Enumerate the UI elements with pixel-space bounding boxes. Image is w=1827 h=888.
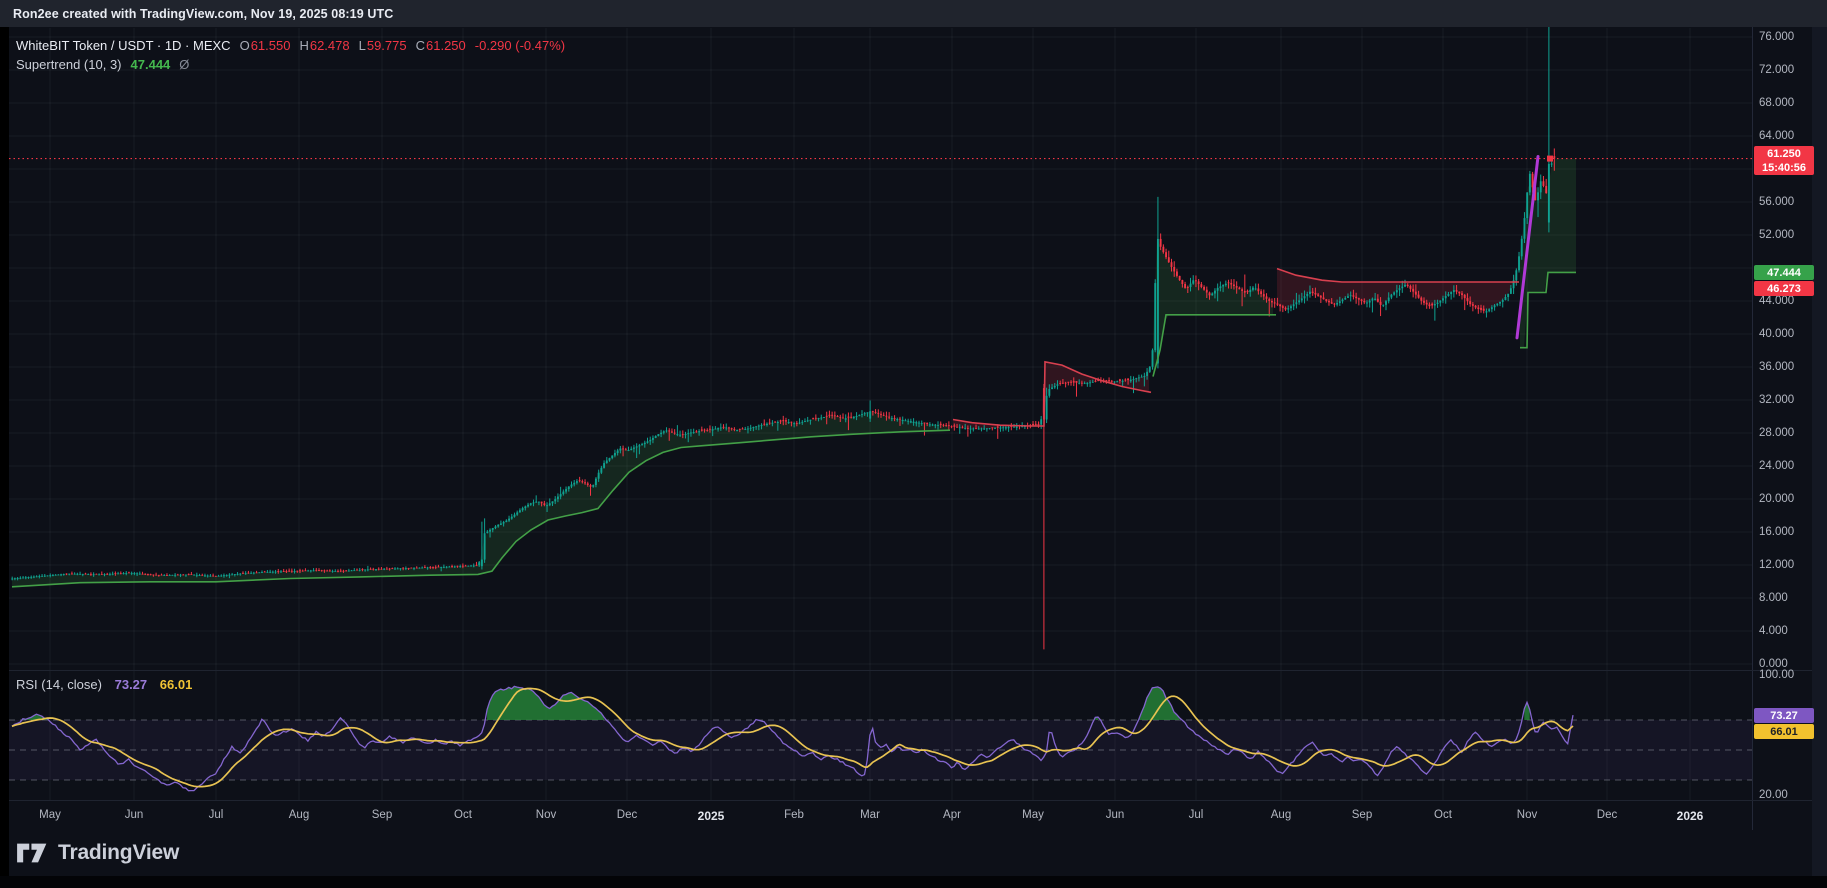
price-axis-label: 12.000 xyxy=(1759,559,1795,571)
symbol-legend[interactable]: WhiteBIT Token / USDT · 1D · MEXC O61.55… xyxy=(16,37,565,73)
line-level-badge: 46.273 xyxy=(1754,281,1814,296)
price-axis-label: 40.000 xyxy=(1759,328,1795,340)
price-axis-label: 68.000 xyxy=(1759,97,1795,109)
ohlc-high: H62.478 xyxy=(299,38,350,53)
time-axis-border xyxy=(9,800,1812,801)
price-axis-label: 44.000 xyxy=(1759,295,1795,307)
time-axis-label: Aug xyxy=(288,809,310,821)
supertrend-value: 47.444 xyxy=(130,57,171,72)
current-price-badge: 61.250 15:40:56 xyxy=(1754,146,1814,175)
time-axis-label: Sep xyxy=(371,809,393,821)
right-edge-strip xyxy=(1812,27,1827,876)
time-axis-label: Mar xyxy=(860,809,880,821)
ohlc-close: C61.250 xyxy=(415,38,466,53)
supertrend-price-badge: 47.444 xyxy=(1754,265,1814,280)
price-axis-label: 24.000 xyxy=(1759,460,1795,472)
time-axis-label: May xyxy=(39,809,61,821)
rsi-name[interactable]: RSI (14, close) xyxy=(16,677,102,692)
rsi-ma-value: 66.01 xyxy=(159,677,193,692)
price-axis-label: 20.000 xyxy=(1759,493,1795,505)
current-price-value: 61.250 xyxy=(1767,147,1801,160)
price-axis-label: 76.000 xyxy=(1759,31,1795,43)
time-axis-label: Apr xyxy=(943,809,961,821)
supertrend-icon[interactable]: Ø xyxy=(179,57,190,72)
time-axis-label: Jun xyxy=(124,809,144,821)
time-axis-label: Nov xyxy=(535,809,557,821)
time-axis-label: 2026 xyxy=(1676,809,1704,823)
price-axis-label: 36.000 xyxy=(1759,361,1795,373)
time-axis-label: Feb xyxy=(784,809,804,821)
rsi-value: 73.27 xyxy=(114,677,148,692)
bar-countdown: 15:40:56 xyxy=(1761,161,1807,174)
time-axis-label: Jul xyxy=(1188,809,1204,821)
price-axis-label: 100.00 xyxy=(1759,669,1795,681)
change-value: -0.290 (-0.47%) xyxy=(474,38,566,53)
tradingview-wordmark: TradingView xyxy=(58,841,180,864)
time-axis-label: Oct xyxy=(454,809,472,821)
price-axis-border xyxy=(1752,27,1753,830)
price-axis-label: 0.000 xyxy=(1759,658,1788,670)
rsi-ma-badge: 66.01 xyxy=(1754,724,1814,739)
symbol-legend-row[interactable]: WhiteBIT Token / USDT · 1D · MEXC O61.55… xyxy=(16,37,565,54)
price-axis-label: 28.000 xyxy=(1759,427,1795,439)
price-axis-label: 20.00 xyxy=(1759,789,1788,801)
attribution-bar: Ron2ee created with TradingView.com, Nov… xyxy=(0,0,1827,27)
symbol-title[interactable]: WhiteBIT Token / USDT · 1D · MEXC xyxy=(16,38,231,53)
time-axis-label: Aug xyxy=(1270,809,1292,821)
price-axis-label: 56.000 xyxy=(1759,196,1795,208)
tradingview-logo[interactable]: TradingView xyxy=(16,841,179,865)
supertrend-name[interactable]: Supertrend (10, 3) xyxy=(16,57,122,72)
supertrend-legend-row[interactable]: Supertrend (10, 3) 47.444 Ø xyxy=(16,56,565,73)
time-axis-label: Jun xyxy=(1105,809,1125,821)
pane-separator[interactable] xyxy=(9,670,1812,671)
price-axis-label: 32.000 xyxy=(1759,394,1795,406)
ohlc-open: O61.550 xyxy=(239,38,291,53)
time-axis-label: Oct xyxy=(1434,809,1452,821)
attribution-text: Ron2ee created with TradingView.com, Nov… xyxy=(13,6,394,21)
tradingview-logo-icon xyxy=(17,843,47,863)
price-axis-label: 72.000 xyxy=(1759,64,1795,76)
rsi-legend-row[interactable]: RSI (14, close) 73.27 66.01 xyxy=(16,677,192,692)
time-axis-label: May xyxy=(1022,809,1044,821)
time-axis-label: Dec xyxy=(1596,809,1618,821)
price-axis-label: 16.000 xyxy=(1759,526,1795,538)
time-axis-label: Dec xyxy=(616,809,638,821)
time-axis-label: 2025 xyxy=(697,809,725,823)
price-axis-label: 52.000 xyxy=(1759,229,1795,241)
price-axis-label: 4.000 xyxy=(1759,625,1788,637)
rsi-value-badge: 73.27 xyxy=(1754,708,1814,723)
time-axis-label: Jul xyxy=(208,809,224,821)
price-axis-label: 8.000 xyxy=(1759,592,1788,604)
time-axis-label: Nov xyxy=(1516,809,1538,821)
bottom-strip xyxy=(0,876,1827,888)
ohlc-low: L59.775 xyxy=(358,38,407,53)
price-axis-label: 64.000 xyxy=(1759,130,1795,142)
time-axis-label: Sep xyxy=(1351,809,1373,821)
